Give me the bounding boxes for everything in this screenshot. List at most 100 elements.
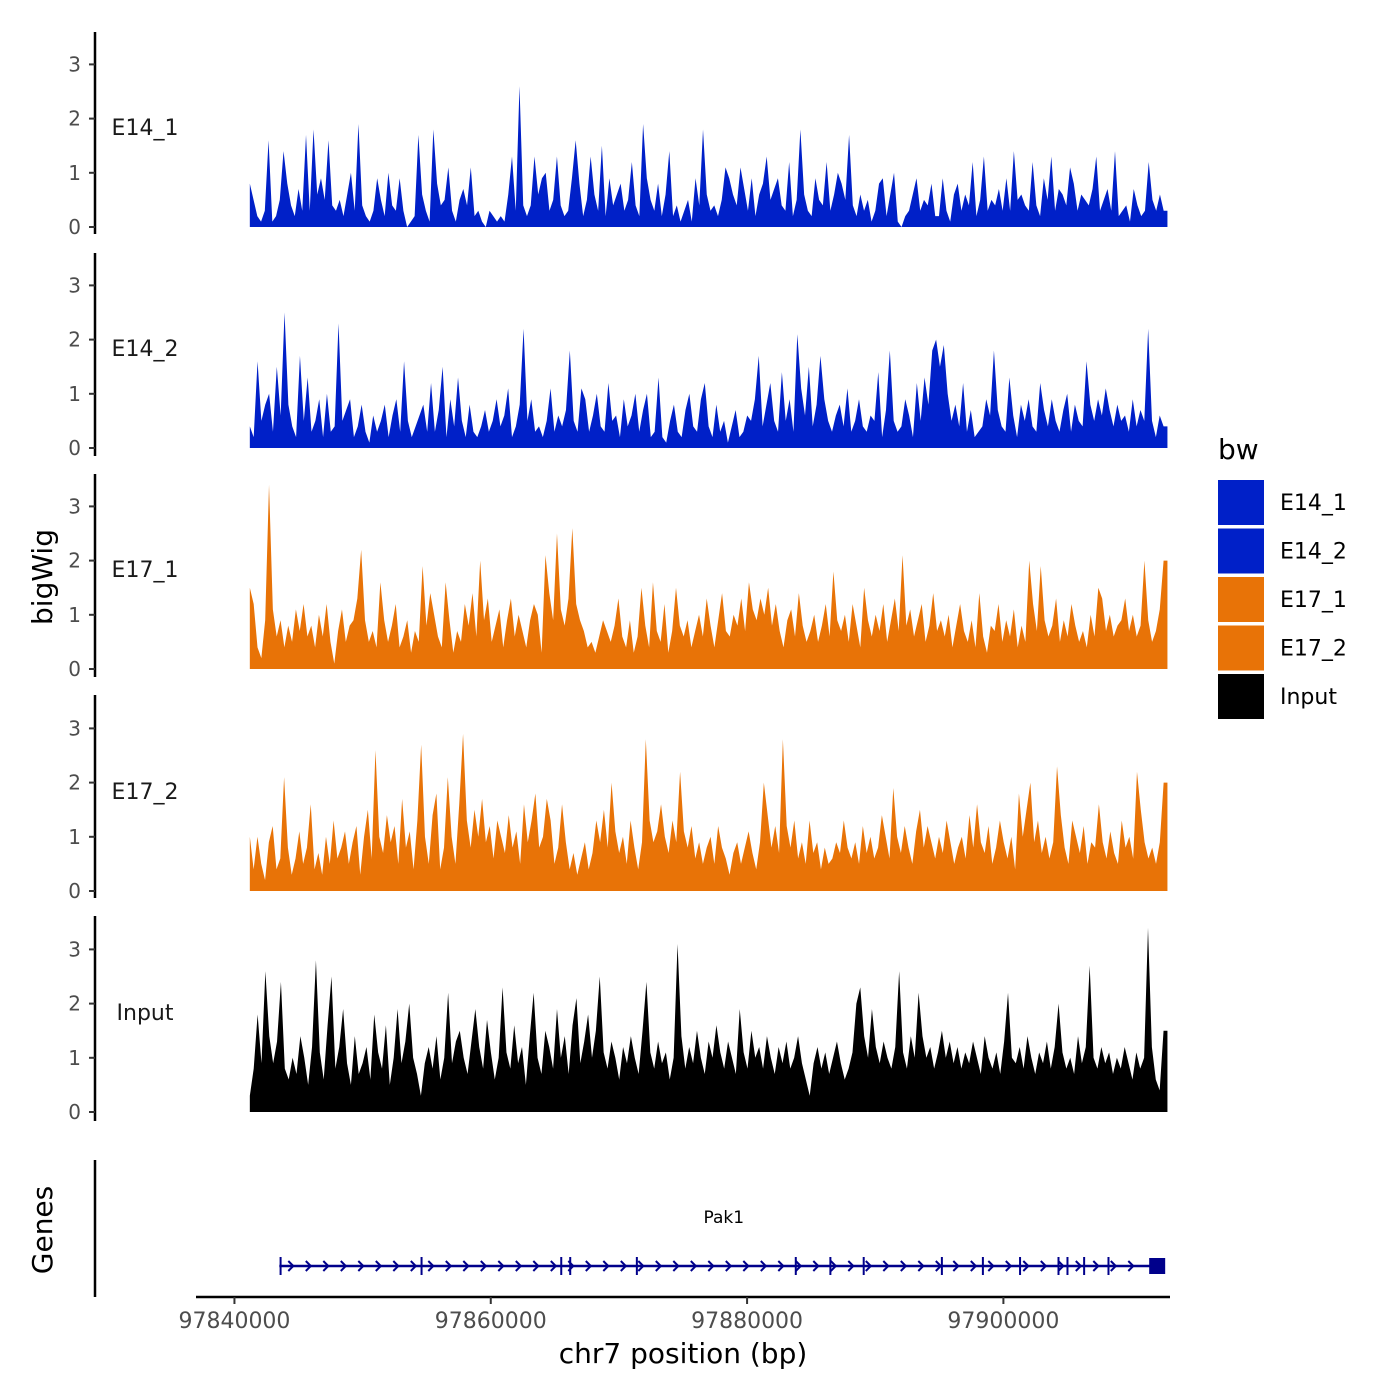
strand-arrow [550,1260,558,1272]
legend-key-E17_2 [1218,625,1264,671]
strand-arrow [987,1260,995,1272]
legend-label-Input: Input [1280,685,1337,710]
strand-arrow [917,1260,925,1272]
x-tick-label: 97860000 [435,1309,547,1334]
strand-arrow [1022,1260,1030,1272]
legend-label-E17_1: E17_1 [1280,588,1347,613]
strand-arrow [795,1260,803,1272]
track-label-Input: Input [117,1001,174,1026]
strand-arrow [847,1260,855,1272]
strand-arrow [375,1260,383,1272]
strand-arrow [690,1260,698,1272]
y-tick-label: 0 [68,879,81,903]
strand-arrow [322,1260,330,1272]
legend-label-E14_1: E14_1 [1280,491,1347,516]
genes-panel: Pak1 [93,1160,1166,1297]
strand-arrow [427,1260,435,1272]
area-E14_1 [249,86,1168,227]
y-tick-label: 0 [68,436,81,460]
y-tick-label: 2 [68,992,81,1016]
strand-arrow [1005,1260,1013,1272]
strand-arrow [777,1260,785,1272]
y-tick-label: 1 [68,161,81,185]
strand-arrow [1040,1260,1048,1272]
y-tick-label: 2 [68,549,81,573]
legend-key-E14_2 [1218,528,1264,574]
strand-arrow [865,1260,873,1272]
track-label-E17_2: E17_2 [112,780,179,805]
strand-arrow [935,1260,943,1272]
y-tick-label: 3 [68,716,81,740]
strand-arrow [760,1260,768,1272]
area-E17_2 [249,733,1168,891]
strand-arrow [742,1260,750,1272]
strand-arrow [410,1260,418,1272]
track-Input: 0 1 2 3 Input [68,916,1168,1124]
strand-arrow [357,1260,365,1272]
strand-arrow [707,1260,715,1272]
track-label-E14_1: E14_1 [112,116,179,141]
strand-arrow [637,1260,645,1272]
strand-arrow [655,1260,663,1272]
y-tick-label: 1 [68,603,81,627]
strand-arrow [602,1260,610,1272]
strand-arrow [672,1260,680,1272]
y-tick-label: 2 [68,107,81,131]
strand-arrow [445,1260,453,1272]
y-tick-label: 2 [68,771,81,795]
gene-exon-block [1149,1258,1166,1274]
legend: bw E14_1 E14_2 E17_1 E17_2 Input [1218,433,1347,719]
y-tick-label: 1 [68,825,81,849]
y-tick-label: 1 [68,1046,81,1070]
strand-arrow [585,1260,593,1272]
legend-key-Input [1218,674,1264,719]
area-E14_2 [249,312,1168,448]
legend-title: bw [1218,433,1259,466]
area-E17_1 [249,484,1168,669]
y-tick-label: 3 [68,52,81,76]
strand-arrow [340,1260,348,1272]
legend-label-E17_2: E17_2 [1280,637,1347,662]
x-tick-label: 97840000 [178,1309,290,1334]
y-tick-label: 0 [68,1100,81,1124]
track-label-E14_2: E14_2 [112,337,179,362]
x-tick-label: 97900000 [947,1309,1059,1334]
track-E14_1: 0 1 2 3 E14_1 [68,32,1168,239]
genes-axis-title: Genes [26,1186,59,1274]
y-tick-label: 3 [68,273,81,297]
strand-arrow [882,1260,890,1272]
y-tick-label: 3 [68,494,81,518]
strand-arrow [515,1260,523,1272]
strand-arrow [900,1260,908,1272]
y-tick-label: 0 [68,215,81,239]
strand-arrow [970,1260,978,1272]
y-tick-label: 2 [68,328,81,352]
strand-arrow [287,1260,295,1272]
strand-arrow [812,1260,820,1272]
strand-arrow [1127,1260,1135,1272]
x-tick-label: 97880000 [691,1309,803,1334]
legend-label-E14_2: E14_2 [1280,540,1347,565]
strand-arrow [462,1260,470,1272]
y-tick-label: 3 [68,937,81,961]
strand-arrow [480,1260,488,1272]
gene-label: Pak1 [704,1208,745,1228]
strand-arrow [392,1260,400,1272]
track-E17_2: 0 1 2 3 E17_2 [68,695,1168,903]
strand-arrow [620,1260,628,1272]
track-E17_1: 0 1 2 3 E17_1 [68,474,1168,681]
strand-arrow [1092,1260,1100,1272]
legend-key-E14_1 [1218,480,1264,525]
area-Input [249,927,1168,1112]
legend-key-E17_1 [1218,577,1264,622]
strand-arrow [497,1260,505,1272]
y-axis-title: bigWig [26,529,59,625]
track-label-E17_1: E17_1 [112,558,179,583]
strand-arrow [532,1260,540,1272]
strand-arrow [1057,1260,1065,1272]
x-axis: 97840000 97860000 97880000 97900000 [178,1295,1170,1334]
strand-arrow [952,1260,960,1272]
strand-arrow [1110,1260,1118,1272]
strand-arrow [1075,1260,1083,1272]
